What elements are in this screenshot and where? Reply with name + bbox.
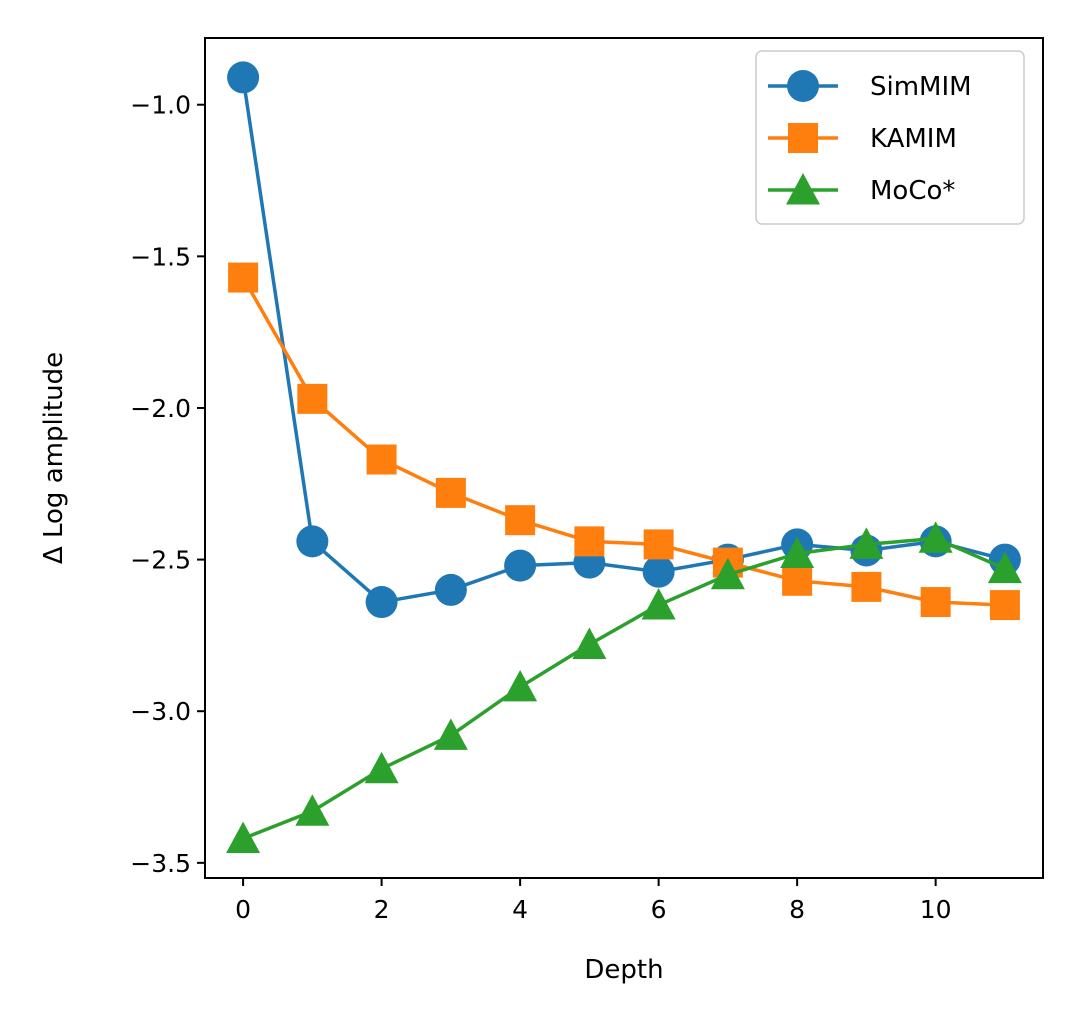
legend: SimMIM KAMIM MoCo*: [755, 50, 1025, 225]
x-tick-label: 8: [789, 895, 805, 924]
data-point-kamim: [920, 587, 951, 618]
x-tick-label: 10: [920, 895, 952, 924]
legend-box: [755, 50, 1025, 225]
data-point-simmim: [227, 61, 260, 94]
data-point-simmim: [642, 555, 675, 588]
legend-label-simmim: SimMIM: [870, 72, 972, 102]
data-point-moco: [295, 794, 330, 826]
data-point-moco: [364, 751, 399, 784]
data-point-simmim: [296, 525, 329, 558]
data-point-kamim: [435, 477, 466, 508]
data-point-kamim: [574, 526, 605, 557]
data-point-kamim: [989, 590, 1020, 621]
y-axis-label: Δ Log amplitude: [39, 352, 69, 564]
data-point-moco: [503, 669, 538, 702]
legend-entry-kamim: KAMIM: [768, 123, 957, 154]
data-point-kamim: [505, 505, 536, 536]
data-point-moco: [641, 588, 676, 620]
legend-entries: SimMIM KAMIM MoCo*: [768, 70, 972, 206]
data-point-kamim: [297, 383, 328, 414]
legend-marker-kamim: [788, 123, 818, 153]
series-moco: [226, 521, 1022, 854]
y-tick-label: −1.5: [130, 242, 191, 271]
data-point-simmim: [434, 573, 467, 606]
data-point-moco: [572, 627, 607, 659]
data-point-kamim: [228, 262, 259, 293]
legend-label-kamim: KAMIM: [870, 124, 957, 154]
x-tick-label: 2: [374, 895, 390, 924]
data-point-kamim: [782, 565, 813, 596]
legend-entry-simmim: SimMIM: [768, 70, 972, 102]
data-point-moco: [987, 551, 1022, 584]
data-point-moco: [710, 557, 745, 590]
data-point-kamim: [851, 571, 882, 602]
x-tick-label: 0: [235, 895, 251, 924]
y-tick-label: −1.0: [130, 91, 191, 120]
y-tick-label: −2.0: [130, 394, 191, 423]
data-point-kamim: [643, 529, 674, 560]
tick-layer: 0 2 4 6 8 10 −1.0 −1.5 −2.0 −2.5 −3.0 −3.5: [130, 91, 951, 924]
x-tick-label: 4: [512, 895, 528, 924]
series-kamim: [228, 262, 1020, 621]
y-tick-label: −3.5: [130, 849, 191, 878]
data-point-moco: [433, 718, 468, 750]
x-axis-label: Depth: [584, 955, 663, 985]
data-point-kamim: [366, 444, 397, 475]
data-point-moco: [226, 821, 261, 854]
legend-entry-moco: MoCo*: [768, 173, 955, 206]
data-point-moco: [780, 536, 815, 568]
legend-marker-moco: [786, 173, 820, 205]
legend-marker-simmim: [787, 70, 819, 102]
series-layer: [226, 61, 1022, 854]
x-tick-label: 6: [651, 895, 667, 924]
y-tick-label: −2.5: [130, 546, 191, 575]
data-point-moco: [849, 527, 884, 559]
data-point-simmim: [365, 586, 398, 619]
data-point-simmim: [504, 549, 537, 582]
data-point-moco: [918, 521, 953, 553]
legend-label-moco: MoCo*: [870, 176, 955, 206]
y-tick-label: −3.0: [130, 697, 191, 726]
plot-frame: [204, 37, 1044, 879]
